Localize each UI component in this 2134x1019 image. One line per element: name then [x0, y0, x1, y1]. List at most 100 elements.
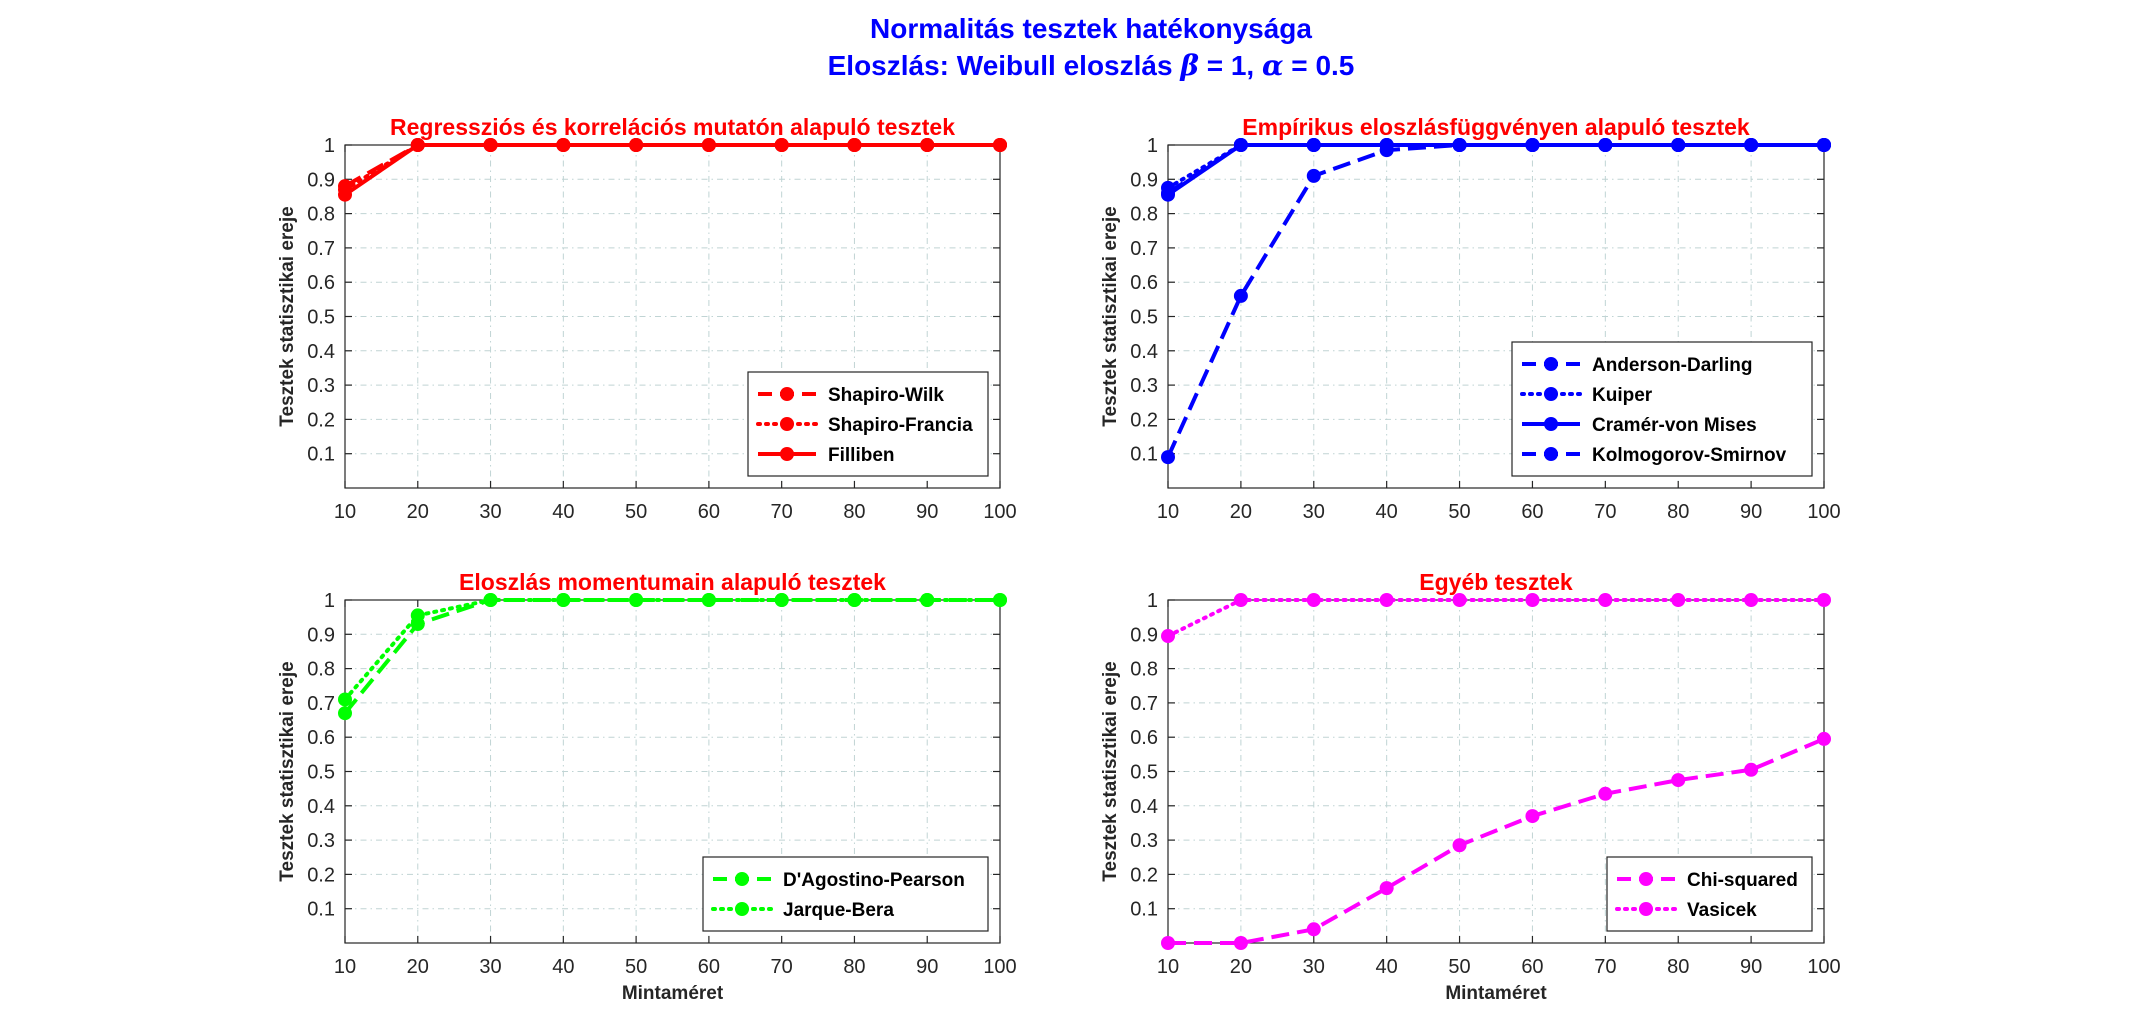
y-tick-label: 0.5 [307, 762, 335, 784]
y-tick-label: 0.8 [307, 204, 335, 226]
data-point [1306, 593, 1321, 607]
series-chi-squared [1161, 731, 1831, 950]
data-point [1233, 288, 1248, 303]
x-tick-label: 100 [1807, 956, 1840, 978]
data-point [1452, 138, 1467, 152]
x-tick-label: 20 [407, 501, 429, 523]
data-point [920, 138, 935, 152]
data-point [1817, 138, 1831, 152]
x-tick-label: 20 [1230, 956, 1252, 978]
legend-box [1511, 341, 1813, 477]
data-point [1525, 593, 1540, 607]
y-tick-label: 0.7 [307, 238, 335, 260]
data-point [1744, 593, 1759, 607]
data-point [701, 138, 716, 152]
y-tick-label: 1 [1147, 135, 1158, 157]
legend-label: Anderson-Darling [1592, 355, 1752, 376]
y-tick-label: 0.8 [1130, 204, 1158, 226]
data-point [556, 138, 571, 152]
data-point [1161, 936, 1175, 950]
y-tick-label: 0.6 [1130, 727, 1158, 749]
x-tick-label: 20 [407, 956, 429, 978]
legend-label: Jarque-Bera [783, 900, 894, 921]
data-point [1817, 593, 1831, 607]
legend-label: Kolmogorov-Smirnov [1592, 445, 1787, 466]
data-point [1744, 138, 1759, 152]
legend: Shapiro-Wilk Shapiro-Francia Filliben [747, 371, 989, 477]
data-point [1161, 450, 1175, 465]
y-tick-label: 0.6 [1130, 272, 1158, 294]
y-tick-label: 0.7 [307, 693, 335, 715]
figure-title-line2: Eloszlás: Weibull eloszlás β = 1, α = 0.… [828, 49, 1355, 82]
x-tick-label: 10 [1157, 501, 1179, 523]
figure-title-line2-prefix: Eloszlás: Weibull eloszlás [828, 50, 1181, 81]
y-tick-label: 0.6 [307, 272, 335, 294]
data-point [1379, 593, 1394, 607]
y-tick-label: 0.3 [1130, 830, 1158, 852]
data-point [1744, 762, 1759, 777]
data-point [1525, 809, 1540, 824]
legend-marker [780, 417, 794, 431]
data-point [1306, 138, 1321, 152]
data-point [629, 593, 644, 607]
panel-title: Empírikus eloszlásfüggvényen alapuló tes… [1242, 114, 1750, 140]
y-axis-label: Tesztek statisztikai ereje [277, 661, 298, 881]
x-tick-label: 10 [334, 501, 356, 523]
y-tick-label: 0.7 [1130, 238, 1158, 260]
y-tick-label: 0.9 [1130, 169, 1158, 191]
y-tick-label: 0.9 [1130, 624, 1158, 646]
data-point [410, 608, 425, 623]
x-tick-label: 60 [698, 501, 720, 523]
x-tick-label: 100 [983, 501, 1016, 523]
x-tick-label: 40 [1376, 501, 1398, 523]
panel-title: Regressziós és korrelációs mutatón alapu… [390, 114, 955, 140]
x-axis-label: Mintaméret [1445, 983, 1547, 1004]
x-tick-label: 10 [1157, 956, 1179, 978]
data-point [1452, 593, 1467, 607]
legend-label: Chi-squared [1687, 870, 1798, 891]
data-point [774, 138, 789, 152]
data-point [1671, 138, 1686, 152]
data-point [1306, 168, 1321, 183]
x-tick-label: 90 [1740, 956, 1762, 978]
x-axis-label: Mintaméret [622, 983, 724, 1004]
legend-label: Filliben [828, 445, 895, 466]
y-tick-label: 0.4 [1130, 341, 1158, 363]
legend-box [1606, 856, 1813, 932]
data-point [338, 692, 352, 707]
data-point [338, 706, 352, 721]
x-tick-label: 90 [916, 956, 938, 978]
series-vasicek [1161, 593, 1831, 644]
data-point [556, 593, 571, 607]
data-point [1161, 187, 1175, 202]
data-point [1233, 138, 1248, 152]
y-tick-label: 0.3 [307, 375, 335, 397]
x-tick-label: 100 [1807, 501, 1840, 523]
x-tick-label: 80 [843, 501, 865, 523]
legend-label: Shapiro-Francia [828, 415, 973, 436]
beta-symbol: β [1179, 49, 1199, 82]
y-tick-label: 0.2 [1130, 409, 1158, 431]
series-kolmogorov-smirnov [1161, 138, 1831, 465]
x-tick-label: 30 [1303, 501, 1325, 523]
panel-3: 10 20 30 40 50 60 70 80 90 100 0.1 0.2 0.3 0.4 0.5 0.6 0… [277, 569, 1017, 1004]
data-point [1671, 773, 1686, 788]
y-tick-label: 0.7 [1130, 693, 1158, 715]
y-tick-label: 0.2 [307, 864, 335, 886]
x-tick-label: 40 [552, 956, 574, 978]
data-point [1233, 936, 1248, 950]
x-tick-label: 50 [1448, 956, 1470, 978]
data-point [1671, 593, 1686, 607]
y-tick-label: 0.1 [1130, 444, 1158, 466]
legend-marker [780, 387, 794, 401]
legend-marker [1639, 872, 1653, 886]
data-point [920, 593, 935, 607]
data-point [338, 187, 352, 202]
legend: D'Agostino-Pearson Jarque-Bera [702, 856, 989, 932]
y-tick-label: 1 [324, 590, 335, 612]
x-tick-label: 80 [1667, 956, 1689, 978]
panel-4: 10 20 30 40 50 60 70 80 90 100 0.1 0.2 0.3 0.4 0.5 0.6 0… [1100, 569, 1841, 1004]
series-line [343, 598, 1002, 702]
x-tick-label: 40 [552, 501, 574, 523]
